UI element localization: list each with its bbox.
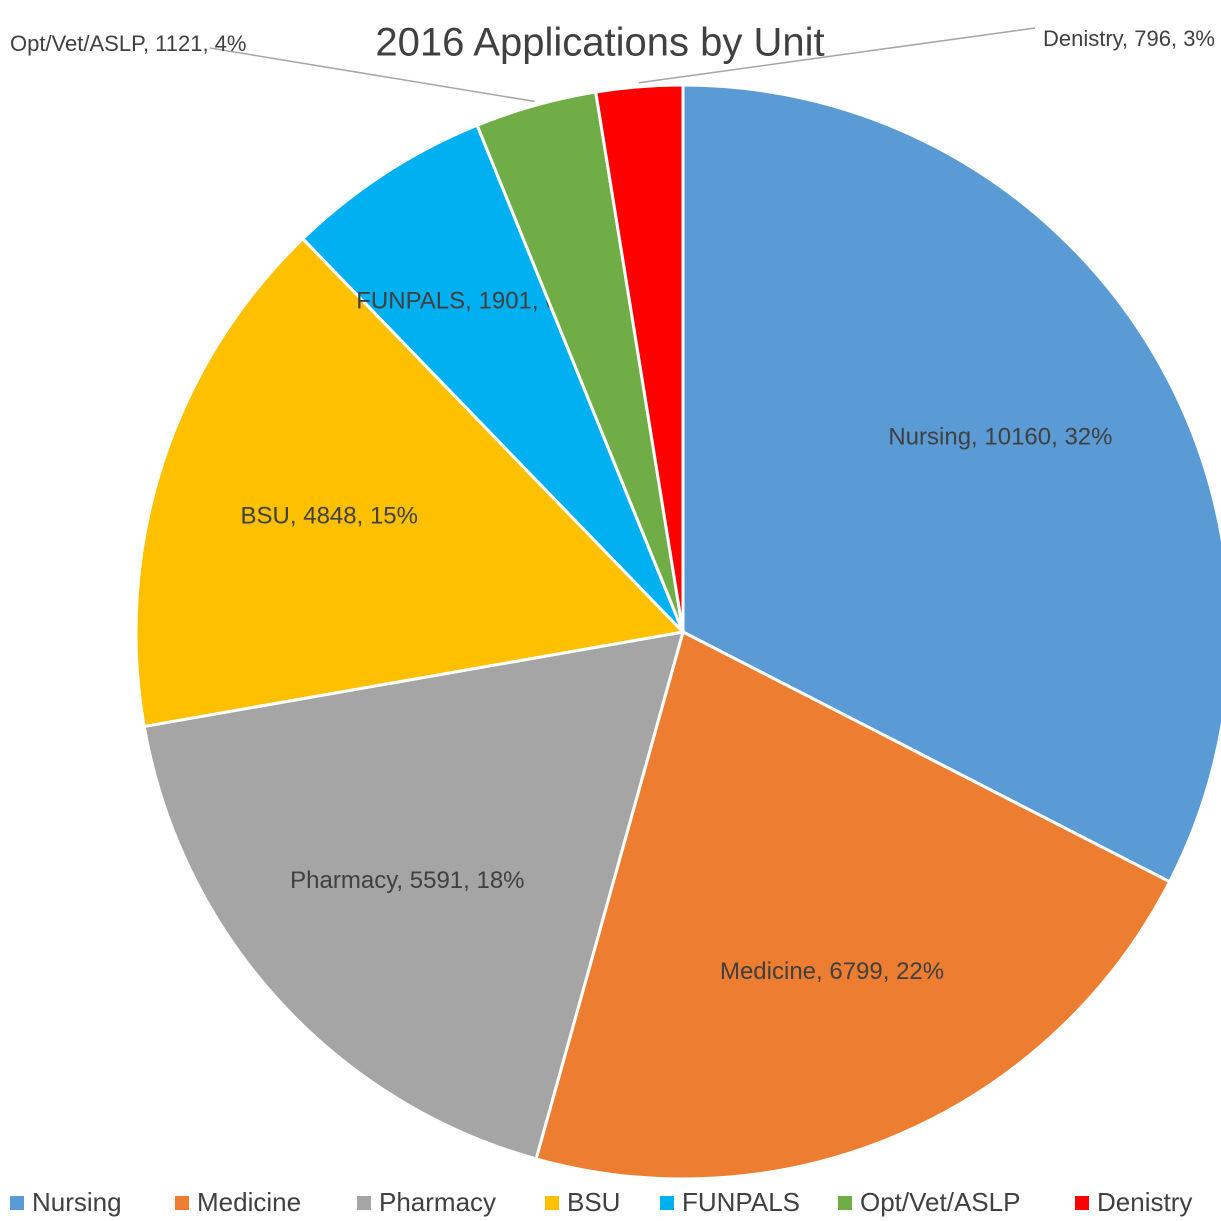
legend-swatch (660, 1196, 674, 1210)
data-label: Medicine, 6799, 22% (720, 958, 944, 985)
legend-swatch (10, 1196, 24, 1210)
legend-label: Pharmacy (379, 1187, 496, 1217)
legend-label: Medicine (197, 1187, 301, 1217)
pie-slice (134, 236, 687, 729)
legend-label: Denistry (1097, 1187, 1192, 1217)
legend-swatch (545, 1196, 559, 1210)
legend-label: FUNPALS (682, 1187, 800, 1217)
legend-swatch (175, 1196, 189, 1210)
legend-swatch (838, 1196, 852, 1210)
pie-slice (534, 629, 1172, 1181)
data-label: BSU, 4848, 15% (241, 502, 418, 529)
legend-swatch (357, 1196, 371, 1210)
chart-title: 2016 Applications by Unit (375, 21, 824, 65)
legend-label: Nursing (32, 1187, 122, 1217)
legend-label: Opt/Vet/ASLP (860, 1187, 1020, 1217)
pie-slice (142, 630, 686, 1161)
pie-slice (594, 83, 685, 633)
data-label: Nursing, 10160, 32% (888, 423, 1112, 450)
data-label: Denistry, 796, 3% (1043, 26, 1215, 51)
legend-swatch (1075, 1196, 1089, 1210)
data-label: Opt/Vet/ASLP, 1121, 4% (10, 31, 246, 56)
leader-line (638, 27, 1036, 84)
leader-line (209, 47, 535, 103)
data-label: Pharmacy, 5591, 18% (290, 867, 524, 894)
legend-label: BSU (567, 1187, 620, 1217)
data-label: FUNPALS, 1901, 6% (356, 287, 580, 314)
pie-slice (681, 83, 1221, 884)
pie-slice (300, 123, 685, 634)
